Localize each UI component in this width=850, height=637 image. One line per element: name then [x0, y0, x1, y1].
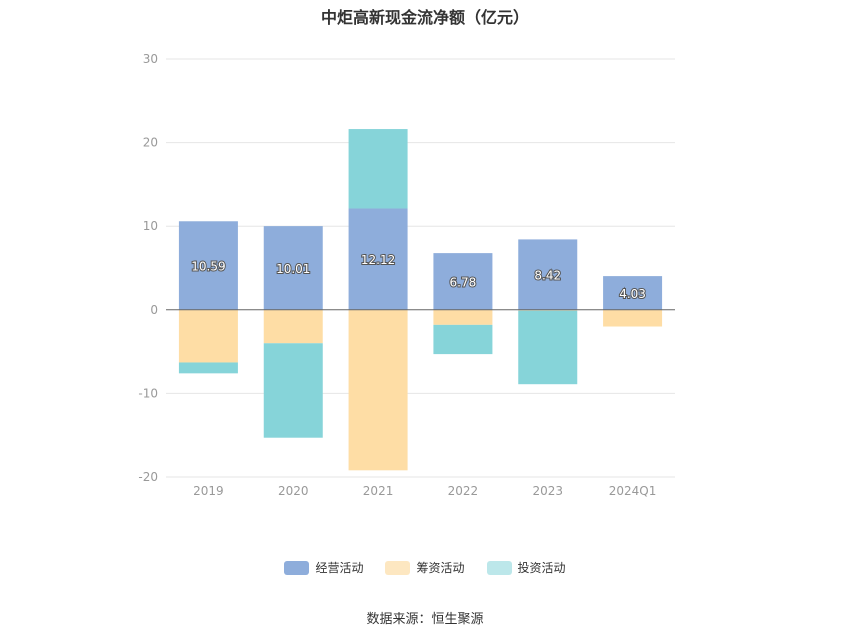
bar-operating	[518, 239, 578, 310]
bars	[178, 129, 663, 471]
x-tick-label: 2020	[278, 484, 309, 498]
bar-financing	[263, 309, 323, 344]
legend-swatch-financing	[385, 560, 411, 575]
x-tick-label: 2022	[448, 484, 479, 498]
y-tick-label: -20	[138, 470, 158, 484]
legend: 经营活动 筹资活动 投资活动	[0, 559, 850, 576]
data-label: 12.12	[361, 253, 395, 267]
x-axis: 2019 2020 2021 2022 2023 2024Q1	[193, 484, 656, 498]
bar-financing	[348, 309, 408, 471]
x-tick-label: 2023	[532, 484, 563, 498]
legend-swatch-investing	[486, 560, 512, 575]
y-axis: 30 20 10 0 -10 -20	[138, 52, 158, 484]
data-label: 10.01	[276, 262, 310, 276]
x-tick-label: 2024Q1	[609, 484, 657, 498]
data-label: 8.42	[534, 269, 561, 283]
bar-financing	[433, 309, 493, 325]
bar-operating	[433, 253, 493, 310]
y-tick-label: 0	[150, 303, 158, 317]
legend-item-investing[interactable]: 投资活动	[486, 559, 566, 576]
bar-investing	[348, 129, 408, 209]
x-tick-label: 2019	[193, 484, 224, 498]
data-label: 10.59	[191, 260, 225, 274]
y-tick-label: 20	[143, 136, 158, 150]
data-label: 4.03	[619, 287, 646, 301]
bar-investing	[178, 362, 238, 374]
chart-title: 中炬高新现金流净额（亿元）	[320, 8, 529, 27]
y-tick-label: -10	[138, 386, 158, 400]
bar-investing	[263, 343, 323, 438]
y-tick-label: 10	[143, 219, 158, 233]
grid-lines	[166, 58, 675, 478]
source-note: 数据来源：恒生聚源	[366, 612, 484, 627]
bar-operating	[603, 276, 663, 310]
bar-operating	[263, 226, 323, 310]
bar-investing	[433, 324, 493, 355]
bar-financing	[603, 309, 663, 327]
legend-label-operating: 经营活动	[315, 561, 364, 575]
legend-item-operating[interactable]: 经营活动	[284, 559, 363, 576]
legend-swatch-operating	[284, 560, 310, 575]
data-label: 6.78	[450, 275, 477, 289]
bar-operating	[348, 208, 408, 310]
bar-financing	[178, 309, 238, 363]
data-labels: 10.59 10.01 12.12 6.78 8.42 4.03	[190, 252, 647, 302]
legend-label-financing: 筹资活动	[416, 561, 465, 575]
legend-item-financing[interactable]: 筹资活动	[385, 559, 465, 576]
legend-label-investing: 投资活动	[517, 561, 566, 575]
x-tick-label: 2021	[363, 484, 394, 498]
bar-operating	[178, 221, 238, 310]
bar-investing	[518, 310, 578, 385]
y-tick-label: 30	[143, 52, 158, 66]
